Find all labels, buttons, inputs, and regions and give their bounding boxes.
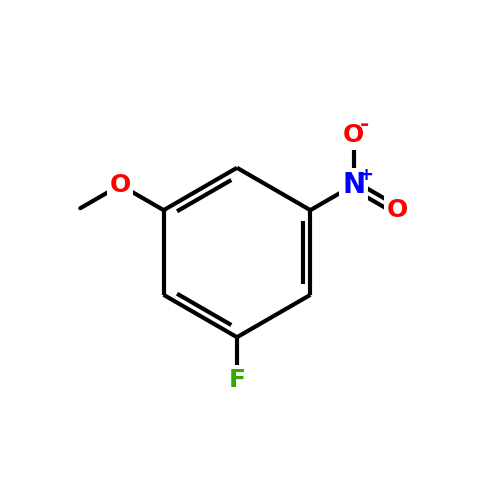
- Text: N: N: [342, 171, 365, 199]
- Text: O: O: [343, 123, 364, 147]
- Text: O: O: [386, 198, 407, 222]
- Text: -: -: [360, 116, 369, 136]
- Text: F: F: [228, 368, 246, 392]
- Text: O: O: [110, 173, 131, 197]
- Text: +: +: [358, 166, 372, 184]
